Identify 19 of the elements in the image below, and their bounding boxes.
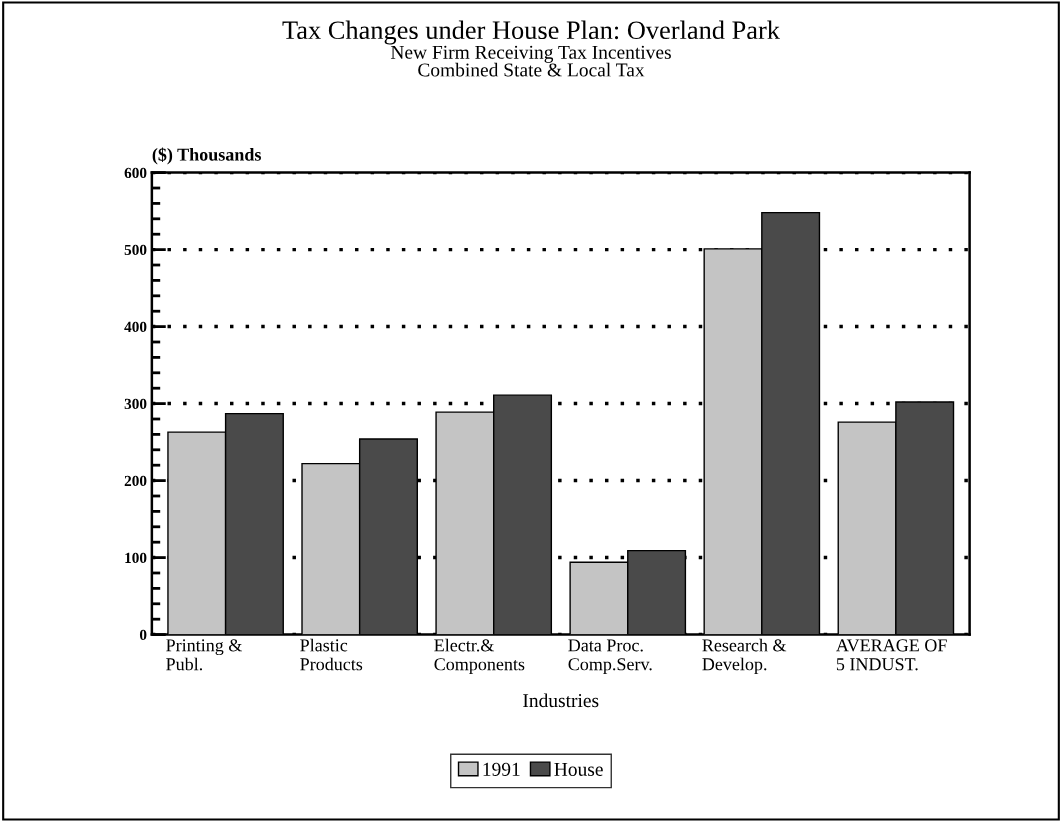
chart-subtitle: New Firm Receiving Tax Incentives Combined State & Local Tax — [390, 45, 671, 77]
y-tick-label: 100 — [125, 552, 147, 564]
x-tick-label: Plastic Products — [300, 638, 363, 671]
y-tick-label: 0 — [139, 629, 147, 641]
legend-label: 1991 — [483, 762, 520, 776]
chart-title: Tax Changes under House Plan: Overland Park — [282, 20, 780, 45]
x-tick-label: Research & Develop. — [702, 638, 787, 674]
y-tick-label: 400 — [124, 321, 147, 333]
y-tick-label: 200 — [124, 475, 147, 487]
x-axis-title: Industries — [523, 693, 599, 708]
y-tick-label: 300 — [124, 398, 147, 410]
x-tick-label: AVERAGE OF 5 INDUST. — [836, 639, 947, 671]
y-axis-title: ($) Thousands — [152, 147, 261, 165]
x-tick-label: Electr.& Components — [434, 638, 525, 674]
x-tick-label: Printing & Publ. — [166, 639, 243, 671]
y-tick-label: 600 — [124, 167, 147, 179]
legend-label: House — [554, 762, 603, 776]
y-tick-label: 500 — [124, 244, 147, 256]
x-tick-label: Data Proc. Comp.Serv. — [568, 639, 652, 674]
